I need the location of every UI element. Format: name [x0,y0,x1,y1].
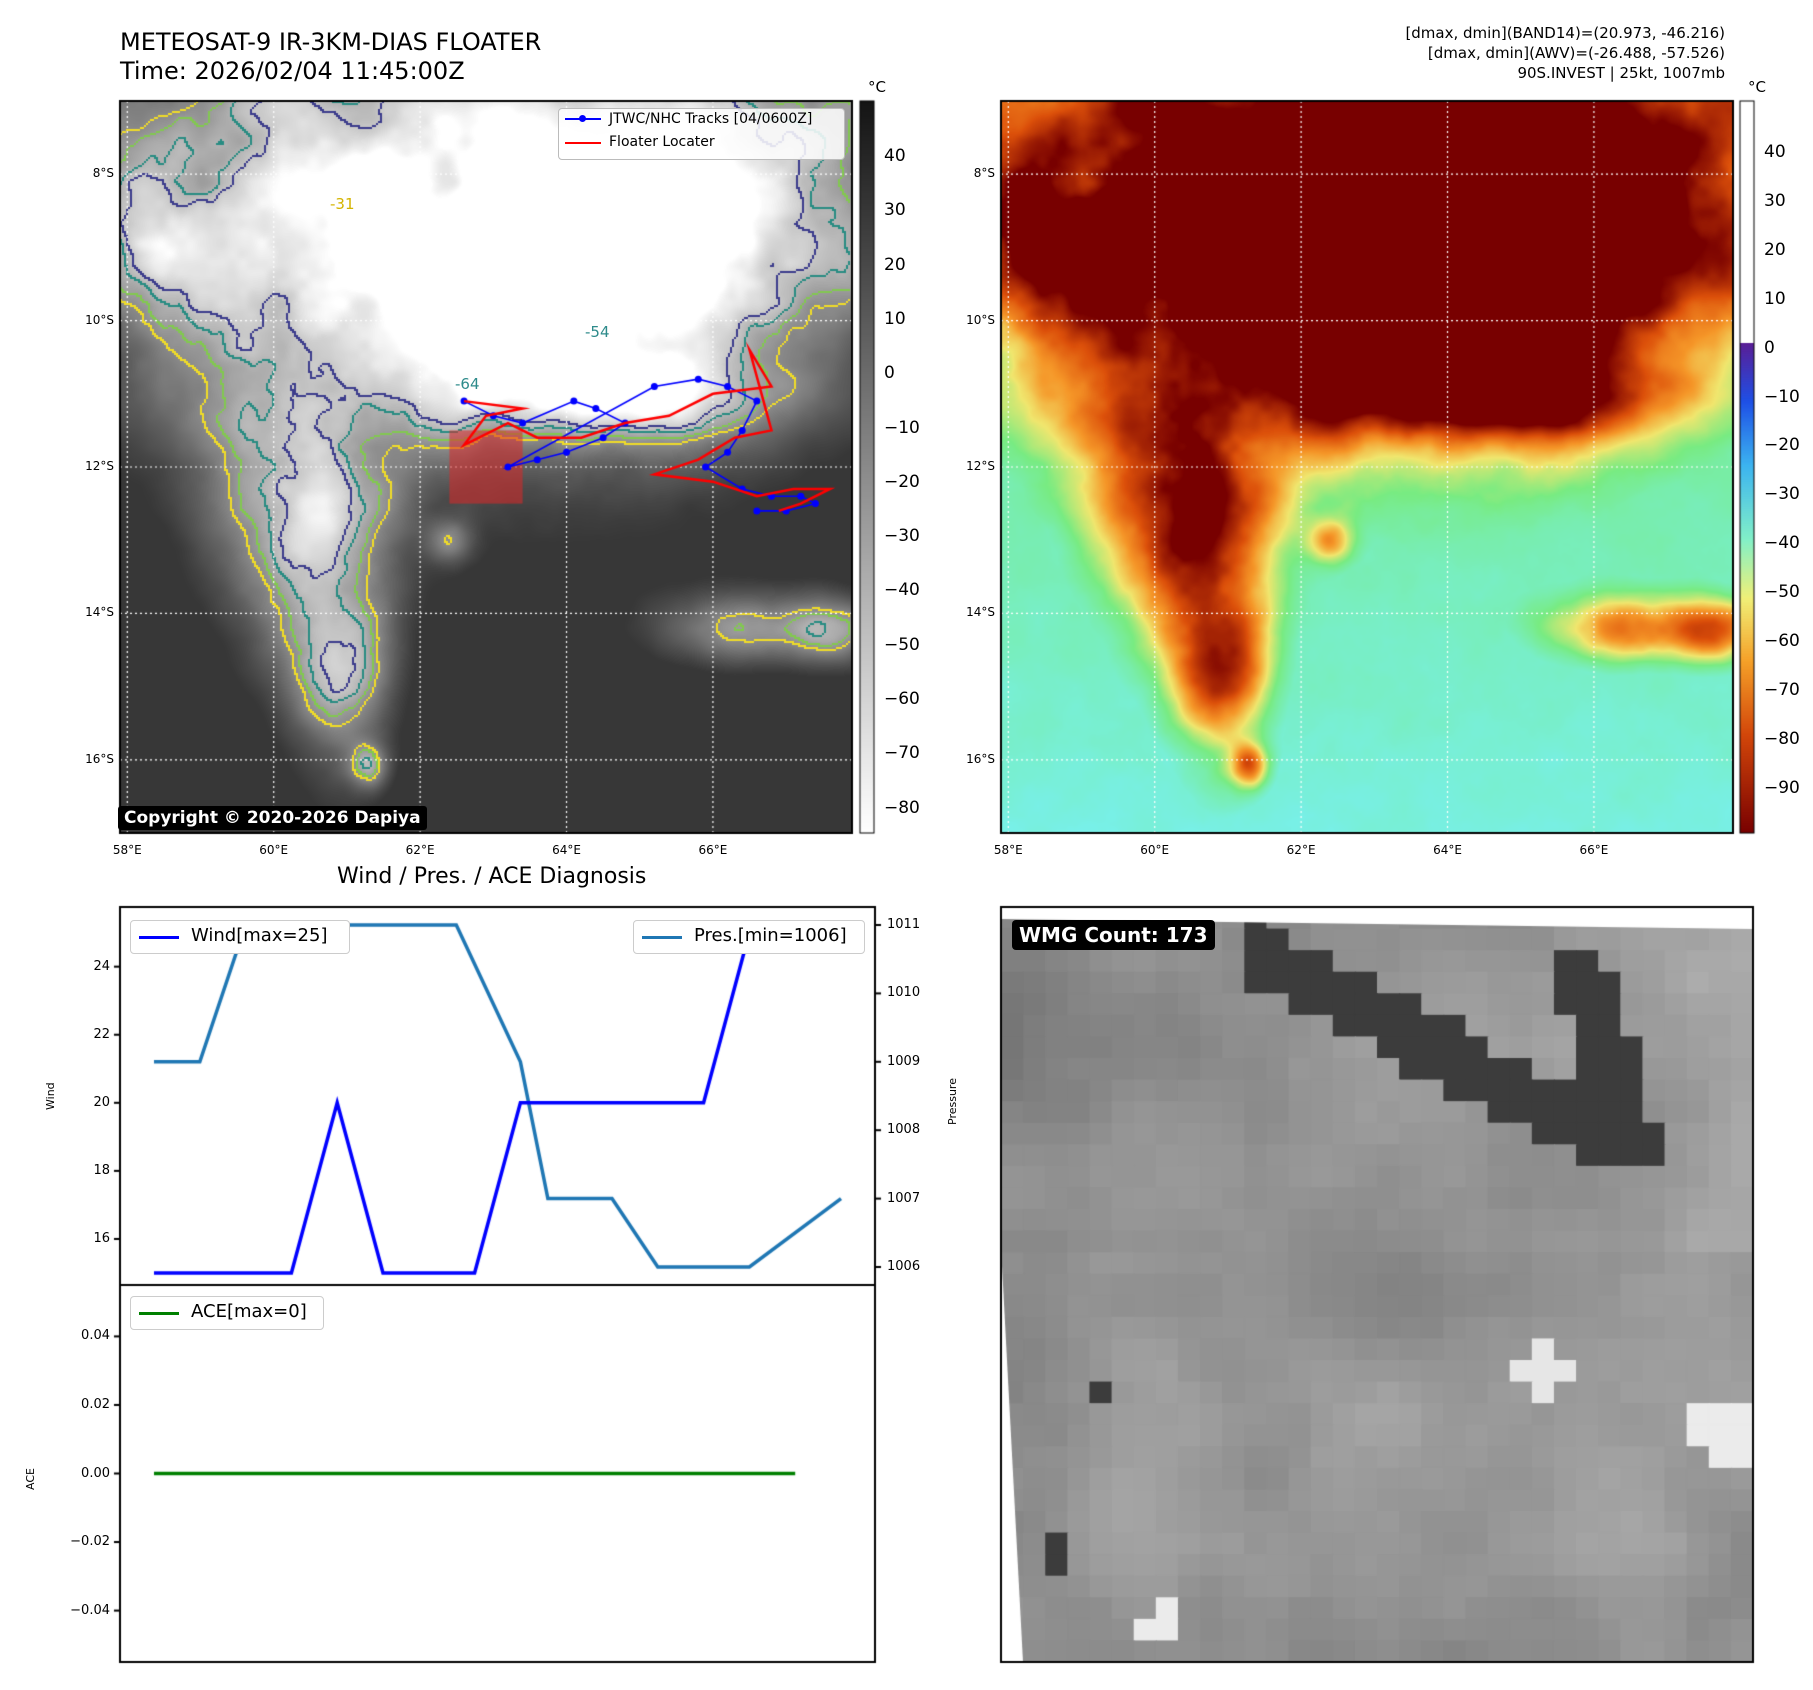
ir-colorbar-tick: 40 [884,146,906,166]
figure-title: METEOSAT-9 IR-3KM-DIAS FLOATER [120,28,542,56]
ir-colorbar-tick: −10 [884,417,920,438]
ace-legend-label: ACE[max=0] [191,1301,307,1322]
band14-range: [dmax, dmin](BAND14)=(20.973, -46.216) [1405,24,1725,42]
awv-colorbar-tick: −60 [1764,631,1800,651]
locater-legend-line [565,142,601,144]
awv-colorbar-tick: −40 [1764,533,1800,554]
pressure-legend-label: Pres.[min=1006] [694,925,847,946]
ace-ylabel: ACE [24,1468,37,1490]
ir-colorbar-tick: 20 [884,254,906,275]
pressure-tick: 1006 [887,1259,921,1274]
wind-tick: 20 [93,1094,110,1110]
ace-tick: 0.00 [81,1465,110,1481]
ir-colorbar-tick: 30 [884,200,906,221]
pressure-tick: 1008 [887,1122,921,1138]
pressure-legend-line [642,936,682,939]
awv-colorbar-tick: −20 [1764,435,1800,456]
awv-colorbar-tick: 30 [1764,190,1786,211]
lat-tick: 14°S [85,605,114,620]
awv-range: [dmax, dmin](AWV)=(-26.488, -57.526) [1427,44,1725,62]
awv-colorbar-tick: 40 [1764,142,1786,162]
contour-label-54: -54 [585,323,610,341]
storm-info: 90S.INVEST | 25kt, 1007mb [1517,64,1725,82]
ace-legend-line [139,1312,179,1315]
lon-tick: 66°E [698,843,728,857]
wind-legend-line [139,936,179,939]
wind-tick: 22 [93,1026,110,1042]
pressure-legend: Pres.[min=1006] [633,920,865,954]
wind-ylabel: Wind [44,1082,57,1110]
ir-colorbar-tick: 10 [884,308,906,329]
ace-tick: 0.04 [81,1328,110,1344]
track-legend-marker [579,115,586,122]
lat-tick: 10°S [85,312,114,327]
lat-tick: 8°S [973,166,995,181]
awv-colorbar-tick: −50 [1764,582,1800,603]
lat-tick: 16°S [85,751,114,766]
wind-tick: 18 [93,1162,110,1178]
ace-tick: 0.02 [81,1396,110,1412]
ir-colorbar-tick: 0 [884,363,895,384]
lon-tick: 60°E [259,843,289,857]
ir-colorbar-tick: −70 [884,743,920,764]
wind-legend: Wind[max=25] [130,920,350,954]
awv-colorbar-tick: −80 [1764,728,1800,749]
ace-tick: −0.04 [70,1602,110,1618]
lon-tick: 64°E [552,843,581,857]
lat-tick: 8°S [92,166,114,181]
wind-tick: 24 [93,958,110,974]
wind-legend-label: Wind[max=25] [191,925,328,946]
awv-colorbar-tick: 20 [1764,239,1786,260]
ace-tick: −0.02 [70,1534,110,1550]
ir-colorbar-tick: −60 [884,689,920,709]
lat-tick: 12°S [966,459,995,473]
ir-colorbar-tick: −80 [884,797,920,818]
track-legend-label: JTWC/NHC Tracks [04/0600Z] [609,111,813,127]
awv-colorbar-tick: −90 [1764,777,1800,798]
awv-colorbar-tick: −10 [1764,386,1800,407]
lat-tick: 14°S [966,605,995,620]
lon-tick: 62°E [1286,843,1316,857]
ir-colorbar-unit: °C [868,78,886,96]
ir-legend: JTWC/NHC Tracks [04/0600Z] Floater Locat… [558,108,845,160]
awv-colorbar-tick: −30 [1764,484,1800,505]
lon-tick: 64°E [1433,843,1462,857]
pressure-ylabel: Pressure [946,1078,959,1125]
contour-label-31: -31 [330,195,355,213]
lon-tick: 66°E [1579,843,1609,857]
awv-colorbar-unit: °C [1748,78,1766,96]
awv-colorbar-tick: 0 [1764,337,1775,358]
lon-tick: 60°E [1140,843,1170,857]
ir-colorbar-tick: −30 [884,526,920,547]
pressure-tick: 1007 [887,1190,921,1206]
lat-tick: 10°S [966,312,995,327]
lat-tick: 12°S [85,459,114,473]
wind-tick: 16 [93,1230,110,1246]
contour-label-64: -64 [455,375,480,393]
awv-colorbar-tick: 10 [1764,288,1786,309]
lat-tick: 16°S [966,751,995,766]
pressure-tick: 1011 [887,917,921,932]
ace-legend: ACE[max=0] [130,1296,324,1330]
ir-colorbar-tick: −50 [884,634,920,655]
diagnosis-title: Wind / Pres. / ACE Diagnosis [337,864,647,889]
locater-legend-label: Floater Locater [609,134,715,150]
copyright-label: Copyright © 2020-2026 Dapiya [118,806,427,830]
ir-colorbar-tick: −40 [884,580,920,601]
lon-tick: 58°E [993,843,1023,857]
wmg-count-label: WMG Count: 173 [1012,920,1215,950]
lon-tick: 58°E [112,843,142,857]
ir-colorbar-tick: −20 [884,471,920,492]
pressure-tick: 1009 [887,1053,921,1069]
figure-time: Time: 2026/02/04 11:45:00Z [120,57,465,85]
awv-colorbar-tick: −70 [1764,679,1800,700]
lon-tick: 62°E [405,843,435,857]
pressure-tick: 1010 [887,985,921,1001]
